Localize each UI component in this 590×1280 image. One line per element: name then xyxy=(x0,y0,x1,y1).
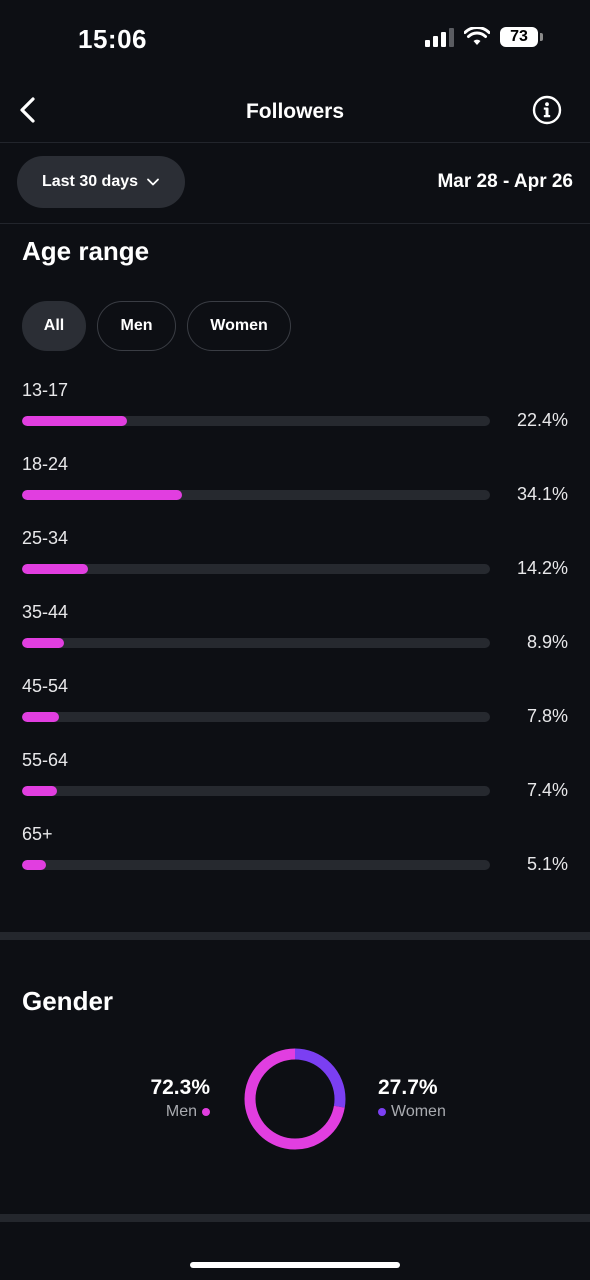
age-row-percent: 14.2% xyxy=(516,558,568,578)
age-bar-track xyxy=(22,712,490,722)
age-range-title: Age range xyxy=(22,236,150,266)
age-row: 65+ 5.1% xyxy=(22,822,568,896)
gender-women-label: Women xyxy=(391,1103,446,1120)
chip-women[interactable]: Women xyxy=(187,301,291,351)
age-row-label: 25-34 xyxy=(22,528,69,548)
battery-icon: 73 xyxy=(500,27,543,47)
chip-men[interactable]: Men xyxy=(97,301,176,351)
age-row: 25-34 14.2% xyxy=(22,526,568,600)
gender-chart: 72.3% Men 27.7% Women xyxy=(0,1040,590,1160)
age-bar xyxy=(22,638,64,648)
age-row-label: 55-64 xyxy=(22,750,69,770)
age-row: 55-64 7.4% xyxy=(22,748,568,822)
age-bar xyxy=(22,860,46,870)
age-range-chart: 13-17 22.4% 18-24 34.1% 25-34 14.2% 35-44 8.9% 4… xyxy=(22,378,568,896)
age-bar-track xyxy=(22,786,490,796)
gender-women-legend: 27.7% Women xyxy=(378,1076,446,1121)
age-row-percent: 7.4% xyxy=(526,780,568,800)
age-bar xyxy=(22,712,59,722)
date-range-text: Mar 28 - Apr 26 xyxy=(437,171,573,192)
age-bar xyxy=(22,490,182,500)
gender-title: Gender xyxy=(22,986,114,1016)
date-range-dropdown-label: Last 30 days xyxy=(41,173,139,190)
status-time: 15:06 xyxy=(78,24,147,54)
age-row-percent: 7.8% xyxy=(526,706,568,726)
age-row-label: 45-54 xyxy=(22,676,69,696)
date-range-dropdown[interactable]: Last 30 days xyxy=(17,156,185,208)
age-filter-chips: All Men Women xyxy=(22,301,291,351)
gender-men-label: Men xyxy=(165,1103,197,1120)
gender-men-legend: 72.3% Men xyxy=(150,1076,210,1121)
gender-men-percent: 72.3% xyxy=(150,1076,210,1099)
age-row: 13-17 22.4% xyxy=(22,378,568,452)
women-dot-icon xyxy=(378,1108,386,1116)
age-bar-track xyxy=(22,416,490,426)
age-bar-track xyxy=(22,638,490,648)
home-indicator xyxy=(190,1262,400,1268)
age-row-percent: 8.9% xyxy=(526,632,568,652)
signal-icon xyxy=(425,27,454,47)
top-nav: Followers xyxy=(0,80,590,143)
age-row-percent: 5.1% xyxy=(526,854,568,874)
status-bar: 15:06 73 xyxy=(0,0,590,80)
age-row-percent: 34.1% xyxy=(516,484,568,504)
filter-row: Last 30 days Mar 28 - Apr 26 xyxy=(0,142,590,224)
age-bar-track xyxy=(22,490,490,500)
wifi-icon xyxy=(464,27,490,45)
info-icon[interactable] xyxy=(532,95,562,125)
age-row: 18-24 34.1% xyxy=(22,452,568,526)
chip-all[interactable]: All xyxy=(22,301,86,351)
age-bar-track xyxy=(22,564,490,574)
age-row-label: 13-17 xyxy=(22,380,69,400)
section-divider xyxy=(0,932,590,940)
chevron-down-icon xyxy=(147,178,159,186)
age-row: 35-44 8.9% xyxy=(22,600,568,674)
age-row: 45-54 7.8% xyxy=(22,674,568,748)
men-dot-icon xyxy=(202,1108,210,1116)
gender-donut xyxy=(244,1048,346,1150)
donut-slice-men xyxy=(244,1048,346,1150)
age-row-label: 18-24 xyxy=(22,454,69,474)
gender-women-percent: 27.7% xyxy=(378,1076,438,1099)
age-row-percent: 22.4% xyxy=(516,410,568,430)
age-row-label: 65+ xyxy=(22,824,53,844)
age-bar-track xyxy=(22,860,490,870)
age-row-label: 35-44 xyxy=(22,602,69,622)
age-bar xyxy=(22,786,57,796)
back-arrow-icon[interactable] xyxy=(14,94,46,126)
age-bar xyxy=(22,416,127,426)
section-divider xyxy=(0,1214,590,1222)
page-title: Followers xyxy=(245,100,345,123)
age-bar xyxy=(22,564,89,574)
status-icons: 73 xyxy=(425,27,543,47)
